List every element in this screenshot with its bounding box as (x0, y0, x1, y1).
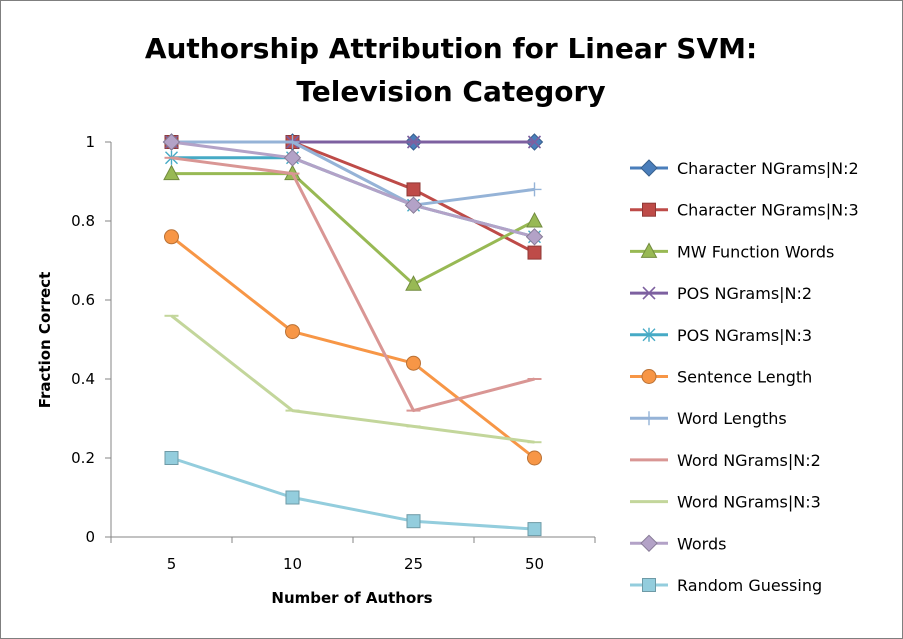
data-point (406, 514, 421, 529)
legend-item: Word NGrams|N:2 (630, 451, 821, 470)
legend-marker (641, 369, 657, 384)
legend-marker (642, 202, 656, 217)
legend: Character NGrams|N:2 Character NGrams|N:3… (630, 159, 859, 595)
series-line (171, 140, 535, 239)
x-tick-label: 10 (283, 555, 302, 573)
legend-label: Word Lengths (677, 409, 787, 428)
legend-item: MW Function Words (630, 242, 834, 261)
x-axis-title: Number of Authors (271, 589, 432, 607)
legend-marker (642, 578, 656, 592)
y-tick-label: 0.6 (71, 291, 95, 309)
legend-label: Sentence Length (677, 368, 812, 387)
series-layer (162, 133, 544, 537)
data-point (164, 229, 179, 245)
series-line (171, 456, 535, 531)
data-point (406, 182, 421, 197)
data-point (406, 135, 421, 149)
legend-item: Word Lengths (630, 409, 787, 428)
chart-title: Authorship Attribution for Linear SVM: T… (145, 32, 757, 108)
data-point (527, 245, 542, 260)
y-tick-label: 0 (85, 528, 95, 546)
legend-label: POS NGrams|N:2 (677, 284, 812, 303)
data-point (527, 450, 542, 466)
legend-marker (642, 327, 656, 342)
series-10 (164, 451, 542, 537)
legend-item: Word NGrams|N:3 (630, 493, 821, 512)
legend-item: Character NGrams|N:2 (630, 159, 859, 178)
legend-marker (642, 411, 656, 426)
x-tick-label: 50 (525, 555, 544, 573)
data-point (527, 135, 542, 149)
chart-title-line-2: Television Category (296, 75, 605, 108)
data-point (404, 196, 423, 214)
legend-marker (642, 286, 656, 300)
data-point (527, 522, 542, 537)
legend-marker (640, 534, 658, 553)
data-point (283, 149, 302, 167)
x-tick-label: 5 (167, 555, 177, 573)
y-axis-title: Fraction Correct (36, 272, 54, 409)
series-7 (164, 156, 542, 413)
data-point (285, 324, 300, 340)
series-line (171, 140, 535, 207)
legend-label: Character NGrams|N:3 (677, 201, 859, 220)
series-line (170, 235, 536, 460)
data-point (527, 182, 542, 197)
legend-item: Sentence Length (630, 368, 812, 387)
data-point (525, 228, 544, 246)
legend-label: Random Guessing (677, 576, 822, 595)
legend-item: Character NGrams|N:3 (630, 201, 859, 220)
legend-label: POS NGrams|N:3 (677, 326, 812, 345)
legend-label: Character NGrams|N:2 (677, 159, 859, 178)
legend-item: POS NGrams|N:3 (630, 326, 812, 345)
chart-title-line-1: Authorship Attribution for Linear SVM: (145, 32, 757, 65)
legend-marker (640, 242, 658, 258)
series-8 (164, 314, 542, 444)
legend-marker (640, 159, 658, 177)
series-line (171, 172, 536, 286)
legend-item: Words (630, 534, 726, 553)
series-line (171, 156, 535, 413)
x-tick-label: 25 (404, 555, 423, 573)
data-point (526, 211, 543, 228)
data-point (406, 355, 421, 371)
data-point (163, 164, 180, 181)
legend-item: Random Guessing (630, 576, 822, 595)
series-line (170, 314, 535, 444)
legend-label: Word NGrams|N:3 (677, 493, 821, 512)
y-tick-label: 0.4 (71, 370, 95, 388)
y-tick-label: 1 (85, 133, 95, 151)
legend-item: POS NGrams|N:2 (630, 284, 812, 303)
data-point (405, 275, 422, 291)
legend-label: Word NGrams|N:2 (677, 451, 821, 470)
data-point (162, 133, 181, 151)
y-tick-label: 0.8 (71, 212, 95, 230)
y-tick-label: 0.2 (71, 449, 95, 467)
legend-label: MW Function Words (677, 242, 834, 261)
data-point (285, 135, 300, 149)
legend-label: Words (677, 534, 726, 553)
series-9 (162, 133, 544, 246)
data-point (285, 490, 300, 505)
series-5 (164, 229, 542, 466)
axes: 0 0.2 0.4 0.6 0.8 1 5 10 25 50 (71, 133, 596, 573)
data-point (164, 451, 179, 465)
